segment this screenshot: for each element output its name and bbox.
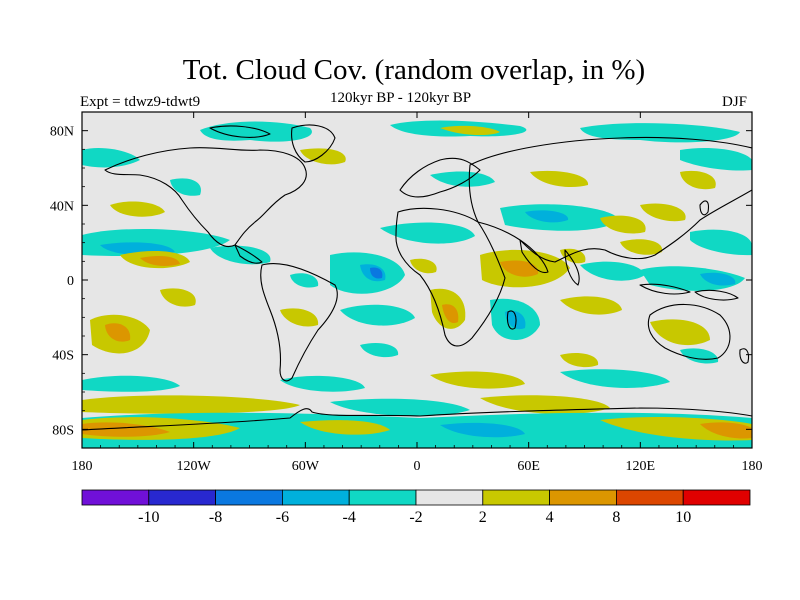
x-tick-label: 120E [626,459,656,474]
colorbar-label: -10 [138,509,159,526]
x-tick-label: 180 [742,459,763,474]
y-tick-label: 0 [67,274,74,289]
map-background [82,112,752,448]
x-tick-label: 180 [72,459,93,474]
colorbar-label: -4 [343,509,356,526]
experiment-label: Expt = tdwz9-tdwt9 [80,94,201,110]
colorbar-swatch [682,489,751,506]
axis-ticks: 180 120W 60W 0 60E 120E 180 80N 40N 0 40S 80S [50,111,763,474]
coastlines [82,124,752,431]
colorbar-swatch [81,489,150,506]
colorbar-label: -8 [209,509,222,526]
x-tick-label: 60E [517,459,540,474]
y-tick-label: 80S [52,423,74,438]
map-title: Tot. Cloud Cov. (random overlap, in %) [182,54,646,86]
y-tick-label: 40N [50,199,74,214]
colorbar-label: -6 [276,509,289,526]
colorbar: -10 -8 -6 -4 -2 2 4 8 10 [81,489,751,526]
y-tick-label: 80N [50,125,74,140]
x-tick-label: 60W [292,459,320,474]
season-label: DJF [722,94,748,110]
colorbar-label: 4 [546,509,554,526]
colorbar-swatch [549,489,617,506]
x-tick-label: 0 [414,459,421,474]
colorbar-label: 8 [612,509,620,526]
colorbar-swatch [482,489,550,506]
colorbar-swatch [348,489,417,506]
colorbar-swatch [148,489,217,506]
x-tick-label: 120W [177,459,212,474]
anomaly-contours [82,120,752,448]
colorbar-label: 10 [675,509,691,526]
colorbar-swatch [415,489,484,506]
map-subtitle: 120kyr BP - 120kyr BP [330,90,472,106]
colorbar-label: -2 [409,509,422,526]
y-tick-label: 40S [52,349,74,364]
colorbar-swatch [281,489,350,506]
colorbar-swatch [215,489,283,506]
colorbar-label: 2 [479,509,487,526]
colorbar-swatch [616,489,684,506]
